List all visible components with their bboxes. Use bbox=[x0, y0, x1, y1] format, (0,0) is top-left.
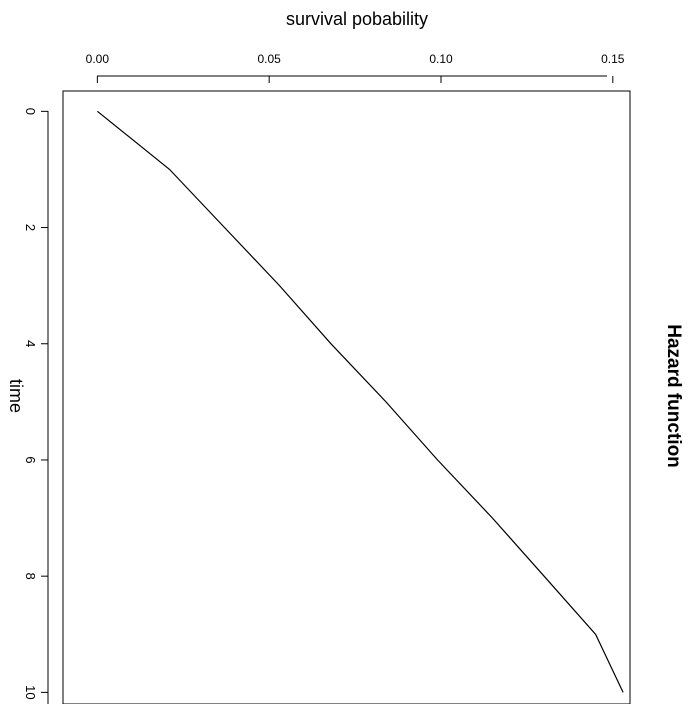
y-tick-label: 6 bbox=[23, 456, 38, 463]
series-line bbox=[97, 110, 624, 693]
x-tick-label: 0.15 bbox=[601, 52, 625, 66]
y-axis-title: time bbox=[6, 379, 26, 413]
y-tick-label: 4 bbox=[23, 340, 38, 347]
x-tick-label: 0.05 bbox=[258, 52, 282, 66]
y-ticks: 0 2 4 6 8 10 bbox=[23, 108, 48, 700]
plot-frame bbox=[62, 90, 631, 704]
x-tick-label: 0.00 bbox=[86, 52, 110, 66]
series-layer bbox=[97, 110, 624, 693]
y-tick-label: 10 bbox=[23, 685, 38, 699]
chart-title: Hazard function bbox=[663, 324, 684, 468]
y-tick-label: 0 bbox=[23, 108, 38, 115]
y-tick-label: 8 bbox=[23, 573, 38, 580]
y-tick-label: 2 bbox=[23, 224, 38, 231]
x-ticks: 0.00 0.05 0.10 0.15 bbox=[86, 52, 625, 83]
x-tick-label: 0.10 bbox=[429, 52, 453, 66]
x-axis-title: survival pobability bbox=[286, 9, 428, 29]
